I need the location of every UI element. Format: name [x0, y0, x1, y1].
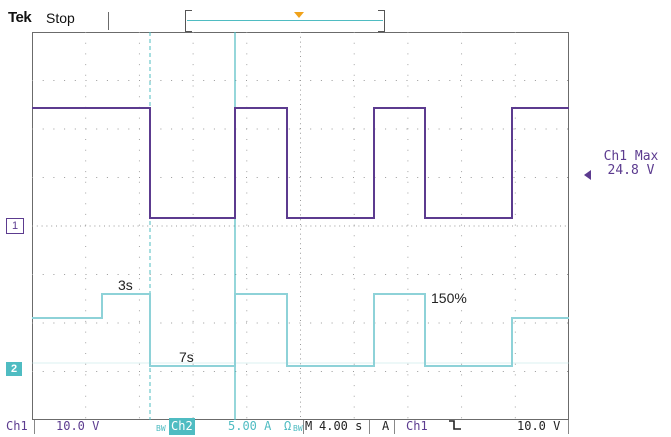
ch1-label[interactable]: Ch1: [6, 419, 28, 433]
brand-logo: Tek: [8, 9, 32, 26]
ch1-max-readout: Ch1 Max 24.8 V: [596, 150, 666, 178]
trigger-position-icon[interactable]: [294, 12, 304, 18]
ohm-icon: Ω: [284, 419, 292, 433]
ch1-max-title: Ch1 Max: [603, 149, 659, 164]
ch2-waveform: [32, 293, 569, 367]
annotation-7s: 7s: [179, 349, 194, 365]
annotation-3s: 3s: [118, 277, 133, 293]
graticule-grid: [32, 32, 569, 420]
ch1-scale[interactable]: 10.0 V: [56, 419, 100, 433]
ch2-ground-marker[interactable]: 2: [6, 362, 22, 376]
trigger-source[interactable]: Ch1: [406, 419, 428, 433]
bottom-status-bar: Ch1 10.0 V BW Ch2 5.00 A Ω BW M 4.00 s A…: [0, 418, 671, 435]
trigger-mode-label: A: [382, 419, 390, 433]
divider: [108, 12, 109, 30]
ch2-scale[interactable]: 5.00 A: [228, 419, 272, 433]
timebase-value[interactable]: 4.00 s: [319, 419, 363, 433]
bandwidth-limit-icon-2: BW: [293, 424, 303, 433]
ch1-max-arrow-icon: [584, 170, 591, 180]
falling-edge-icon: [448, 418, 462, 435]
waveform-display[interactable]: 3s 7s 150%: [32, 32, 569, 420]
ch1-waveform: [32, 107, 569, 219]
top-status-bar: Tek Stop: [0, 0, 671, 32]
record-length-indicator: [185, 10, 385, 32]
trigger-level[interactable]: 10.0 V: [517, 419, 561, 433]
main-timebase-label: M: [305, 419, 313, 433]
bandwidth-limit-icon: BW: [156, 424, 166, 433]
annotation-150pct: 150%: [431, 290, 467, 306]
ch1-max-value: 24.8 V: [607, 163, 655, 178]
ch1-ground-marker[interactable]: 1: [6, 218, 24, 234]
acquisition-state: Stop: [46, 10, 75, 26]
ch2-label[interactable]: Ch2: [169, 418, 195, 435]
